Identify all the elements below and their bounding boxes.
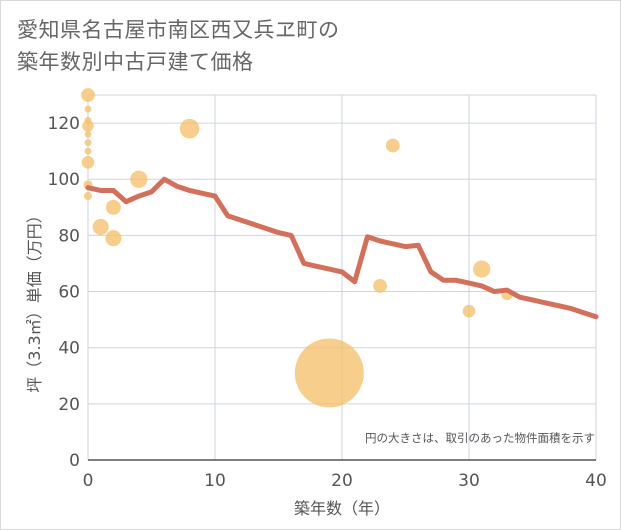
bubble-point — [84, 130, 92, 138]
bubble-point — [81, 88, 95, 102]
bubble-point — [105, 230, 122, 247]
y-tick-label: 0 — [69, 451, 80, 471]
bubble-point — [105, 199, 121, 215]
tick-labels: 0 10 20 30 40 0 20 40 60 80 100 120 — [48, 114, 607, 491]
bubble-point — [462, 304, 476, 318]
bubble-point — [294, 338, 364, 408]
bubble-point — [92, 218, 109, 236]
y-tick-label: 20 — [58, 395, 80, 415]
bubble-point — [83, 192, 93, 201]
size-note: 円の大きさは、取引のあった物件面積を示す — [365, 431, 595, 445]
bubble-point — [179, 118, 200, 139]
bubble-point — [84, 105, 92, 113]
x-tick-label: 40 — [585, 471, 607, 491]
x-tick-label: 0 — [83, 471, 94, 491]
y-tick-label: 40 — [58, 339, 80, 359]
chart-title-line1: 愛知県名古屋市南区西又兵ヱ町の — [17, 18, 340, 42]
y-tick-label: 120 — [48, 114, 80, 134]
average-price-line — [85, 176, 599, 320]
line-series — [85, 176, 599, 320]
bubble-point — [473, 260, 491, 278]
bubble-point — [385, 138, 400, 153]
bubble-point — [82, 120, 94, 132]
x-tick-label: 20 — [331, 471, 353, 491]
x-tick-label: 10 — [204, 471, 226, 491]
y-tick-label: 100 — [48, 170, 80, 190]
y-tick-label: 80 — [58, 226, 80, 246]
bubble-point — [84, 139, 92, 147]
chart-title-line2: 築年数別中古戸建て価格 — [17, 50, 254, 74]
grid-lines — [87, 94, 597, 461]
x-axis-label: 築年数（年） — [294, 499, 390, 518]
y-axis-label: 坪（3.3㎡）単価（万円） — [25, 207, 44, 392]
bubble-point — [81, 156, 95, 169]
bubble-point — [84, 147, 92, 155]
y-tick-label: 60 — [58, 283, 80, 303]
bubble-point — [130, 170, 148, 188]
bubble-point — [373, 279, 387, 293]
x-tick-label: 30 — [458, 471, 480, 491]
chart-title: 愛知県名古屋市南区西又兵ヱ町の 築年数別中古戸建て価格 — [17, 14, 340, 78]
